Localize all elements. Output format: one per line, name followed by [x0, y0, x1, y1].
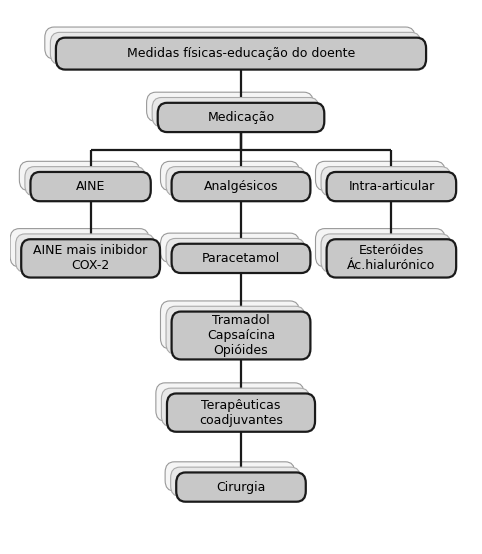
FancyBboxPatch shape [166, 238, 305, 268]
FancyBboxPatch shape [172, 172, 310, 201]
FancyBboxPatch shape [161, 161, 299, 191]
FancyBboxPatch shape [172, 311, 310, 360]
Text: Analgésicos: Analgésicos [204, 180, 278, 193]
Text: Medicação: Medicação [207, 111, 275, 124]
FancyBboxPatch shape [321, 167, 451, 196]
Text: Terapêuticas
coadjuvantes: Terapêuticas coadjuvantes [199, 399, 283, 427]
FancyBboxPatch shape [167, 393, 315, 432]
FancyBboxPatch shape [152, 98, 319, 127]
FancyBboxPatch shape [147, 92, 313, 121]
FancyBboxPatch shape [156, 383, 304, 421]
Text: Medidas físicas-educação do doente: Medidas físicas-educação do doente [127, 47, 355, 60]
FancyBboxPatch shape [158, 103, 324, 132]
FancyBboxPatch shape [161, 233, 299, 263]
FancyBboxPatch shape [172, 244, 310, 273]
FancyBboxPatch shape [321, 234, 451, 272]
FancyBboxPatch shape [327, 239, 456, 278]
FancyBboxPatch shape [176, 473, 306, 502]
Text: Intra-articular: Intra-articular [348, 180, 434, 193]
Text: Esteróides
Ác.hialurónico: Esteróides Ác.hialurónico [347, 244, 436, 273]
FancyBboxPatch shape [56, 38, 426, 70]
FancyBboxPatch shape [21, 239, 160, 278]
FancyBboxPatch shape [45, 27, 415, 59]
FancyBboxPatch shape [50, 32, 420, 64]
FancyBboxPatch shape [316, 229, 445, 267]
Text: Cirurgia: Cirurgia [216, 480, 266, 494]
FancyBboxPatch shape [316, 161, 445, 191]
FancyBboxPatch shape [327, 172, 456, 201]
Text: Tramadol
Capsaícina
Opióides: Tramadol Capsaícina Opióides [207, 314, 275, 357]
FancyBboxPatch shape [30, 172, 151, 201]
FancyBboxPatch shape [10, 229, 149, 267]
FancyBboxPatch shape [25, 167, 145, 196]
Text: AINE mais inibidor
COX-2: AINE mais inibidor COX-2 [33, 244, 148, 273]
FancyBboxPatch shape [161, 301, 299, 349]
Text: AINE: AINE [76, 180, 105, 193]
FancyBboxPatch shape [15, 234, 154, 272]
FancyBboxPatch shape [161, 388, 309, 427]
FancyBboxPatch shape [166, 306, 305, 354]
FancyBboxPatch shape [19, 161, 140, 191]
Text: Paracetamol: Paracetamol [202, 252, 280, 265]
FancyBboxPatch shape [165, 462, 295, 491]
FancyBboxPatch shape [171, 467, 300, 496]
FancyBboxPatch shape [166, 167, 305, 196]
